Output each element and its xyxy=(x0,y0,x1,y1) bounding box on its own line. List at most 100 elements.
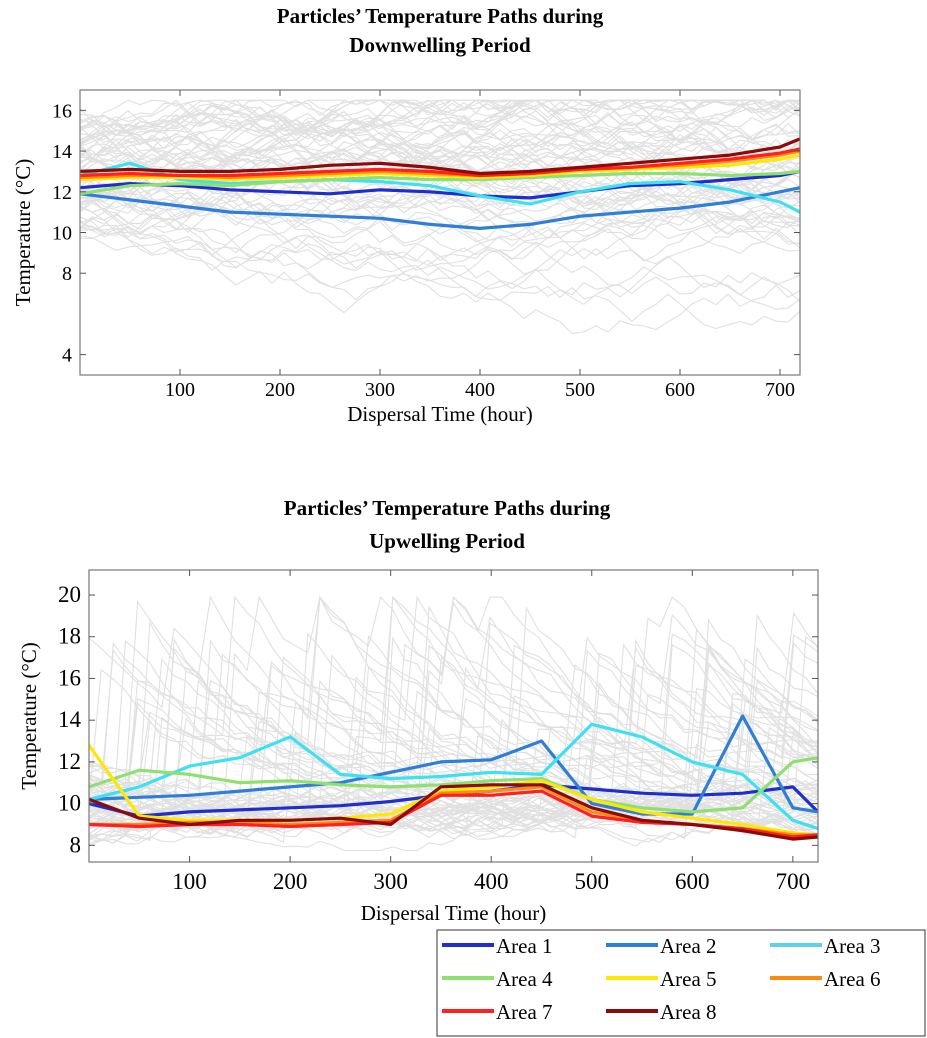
grey-trajectory xyxy=(80,235,800,297)
x-tick-label: 500 xyxy=(565,379,595,401)
grey-trajectory xyxy=(80,132,800,225)
grey-trajectory xyxy=(89,605,818,815)
series-line-area-8 xyxy=(80,137,800,176)
x-tick-label: 100 xyxy=(172,869,207,894)
chart-title-line: Particles’ Temperature Paths during xyxy=(277,4,604,28)
series-line-area-3 xyxy=(89,722,818,831)
grey-trajectory xyxy=(89,596,818,817)
series-line-area-2 xyxy=(89,714,818,816)
x-axis-label: Dispersal Time (hour) xyxy=(361,901,547,925)
x-tick-label: 400 xyxy=(474,869,509,894)
x-tick-label: 200 xyxy=(265,379,295,401)
grey-trajectory xyxy=(80,227,800,303)
legend-label: Area 4 xyxy=(496,967,553,991)
series-line-area-5 xyxy=(80,153,800,182)
grey-trajectory xyxy=(80,99,800,146)
grey-trajectory xyxy=(80,99,800,160)
grey-trajectory xyxy=(80,113,800,224)
y-axis-label: Temperature (°C) xyxy=(17,642,41,789)
series-line-area-7 xyxy=(80,147,800,178)
y-tick-label: 4 xyxy=(62,345,72,367)
grey-trajectory xyxy=(89,799,818,838)
legend-label: Area 8 xyxy=(660,1000,717,1024)
grey-trajectory xyxy=(89,613,818,773)
background-trajectories xyxy=(80,99,800,335)
x-tick-label: 700 xyxy=(776,869,811,894)
x-tick-label: 100 xyxy=(165,379,195,401)
grey-trajectory xyxy=(80,131,800,200)
grey-trajectory xyxy=(80,122,800,174)
grey-trajectory xyxy=(89,595,818,833)
grey-trajectory xyxy=(89,595,818,824)
chart-title-line: Upwelling Period xyxy=(369,529,525,553)
grey-trajectory xyxy=(80,143,800,235)
grey-trajectory xyxy=(80,207,800,256)
y-tick-label: 12 xyxy=(52,182,72,204)
y-tick-label: 16 xyxy=(58,665,81,690)
grey-trajectory xyxy=(80,188,800,242)
y-tick-label: 20 xyxy=(58,582,81,607)
legend-label: Area 7 xyxy=(496,1000,553,1024)
y-tick-label: 14 xyxy=(58,707,82,732)
grey-trajectory xyxy=(89,595,818,840)
grey-trajectory xyxy=(80,99,800,160)
series-line-area-4 xyxy=(80,169,800,196)
series-line-area-3 xyxy=(80,161,800,214)
grey-trajectory xyxy=(89,793,818,839)
series-line-area-5 xyxy=(89,743,818,837)
x-tick-label: 400 xyxy=(465,379,495,401)
chart-2: Particles’ Temperature Paths during Upwel… xyxy=(17,496,819,925)
grey-trajectory xyxy=(80,99,800,150)
grey-trajectory xyxy=(80,99,800,154)
grey-trajectory xyxy=(80,110,800,170)
y-tick-label: 12 xyxy=(58,749,81,774)
y-tick-label: 18 xyxy=(58,624,81,649)
grey-trajectory xyxy=(80,172,800,254)
legend-label: Area 5 xyxy=(660,967,717,991)
grey-trajectory xyxy=(80,104,800,165)
x-tick-label: 200 xyxy=(273,869,308,894)
y-tick-label: 8 xyxy=(62,263,72,285)
grey-trajectory xyxy=(80,192,800,335)
grey-trajectory xyxy=(80,179,800,220)
x-axis-label: Dispersal Time (hour) xyxy=(347,402,533,426)
legend-label: Area 3 xyxy=(824,934,881,958)
grey-trajectory xyxy=(89,641,818,847)
y-tick-label: 8 xyxy=(70,832,82,857)
x-tick-label: 700 xyxy=(765,379,795,401)
grey-trajectory xyxy=(89,778,818,831)
legend-box xyxy=(436,929,926,1037)
x-tick-label: 300 xyxy=(365,379,395,401)
chart-1: Particles’ Temperature Paths during Downw… xyxy=(11,4,801,426)
grey-trajectory xyxy=(80,199,800,310)
chart-title-line: Downwelling Period xyxy=(349,33,531,57)
legend-label: Area 6 xyxy=(824,967,881,991)
grey-trajectory xyxy=(80,208,800,271)
grey-trajectory xyxy=(89,600,818,785)
x-tick-label: 600 xyxy=(675,869,710,894)
x-tick-label: 500 xyxy=(575,869,610,894)
grey-trajectory xyxy=(89,644,818,839)
series-line-area-1 xyxy=(80,169,800,200)
y-axis-label: Temperature (°C) xyxy=(11,159,35,306)
grey-trajectory xyxy=(80,99,800,193)
plot-area xyxy=(80,99,800,335)
grey-trajectory xyxy=(80,102,800,151)
y-tick-label: 10 xyxy=(58,791,81,816)
y-tick-label: 10 xyxy=(52,223,72,245)
x-tick-label: 600 xyxy=(665,379,695,401)
series-line-area-4 xyxy=(89,756,818,814)
legend: Area 1 Area 2 Area 3 Area 4 Area 5 Area 6 Area… xyxy=(436,929,926,1037)
series-line-area-2 xyxy=(80,186,800,230)
legend-label: Area 1 xyxy=(496,934,553,958)
series-line-area-8 xyxy=(89,783,818,841)
x-tick-label: 300 xyxy=(373,869,408,894)
grey-trajectory xyxy=(80,221,800,314)
axes-frame xyxy=(88,569,819,863)
grey-trajectory xyxy=(80,205,800,305)
plot-area xyxy=(89,595,818,852)
grey-trajectory xyxy=(89,657,818,837)
legend-label: Area 2 xyxy=(660,934,717,958)
chart-title-line: Particles’ Temperature Paths during xyxy=(284,496,611,520)
